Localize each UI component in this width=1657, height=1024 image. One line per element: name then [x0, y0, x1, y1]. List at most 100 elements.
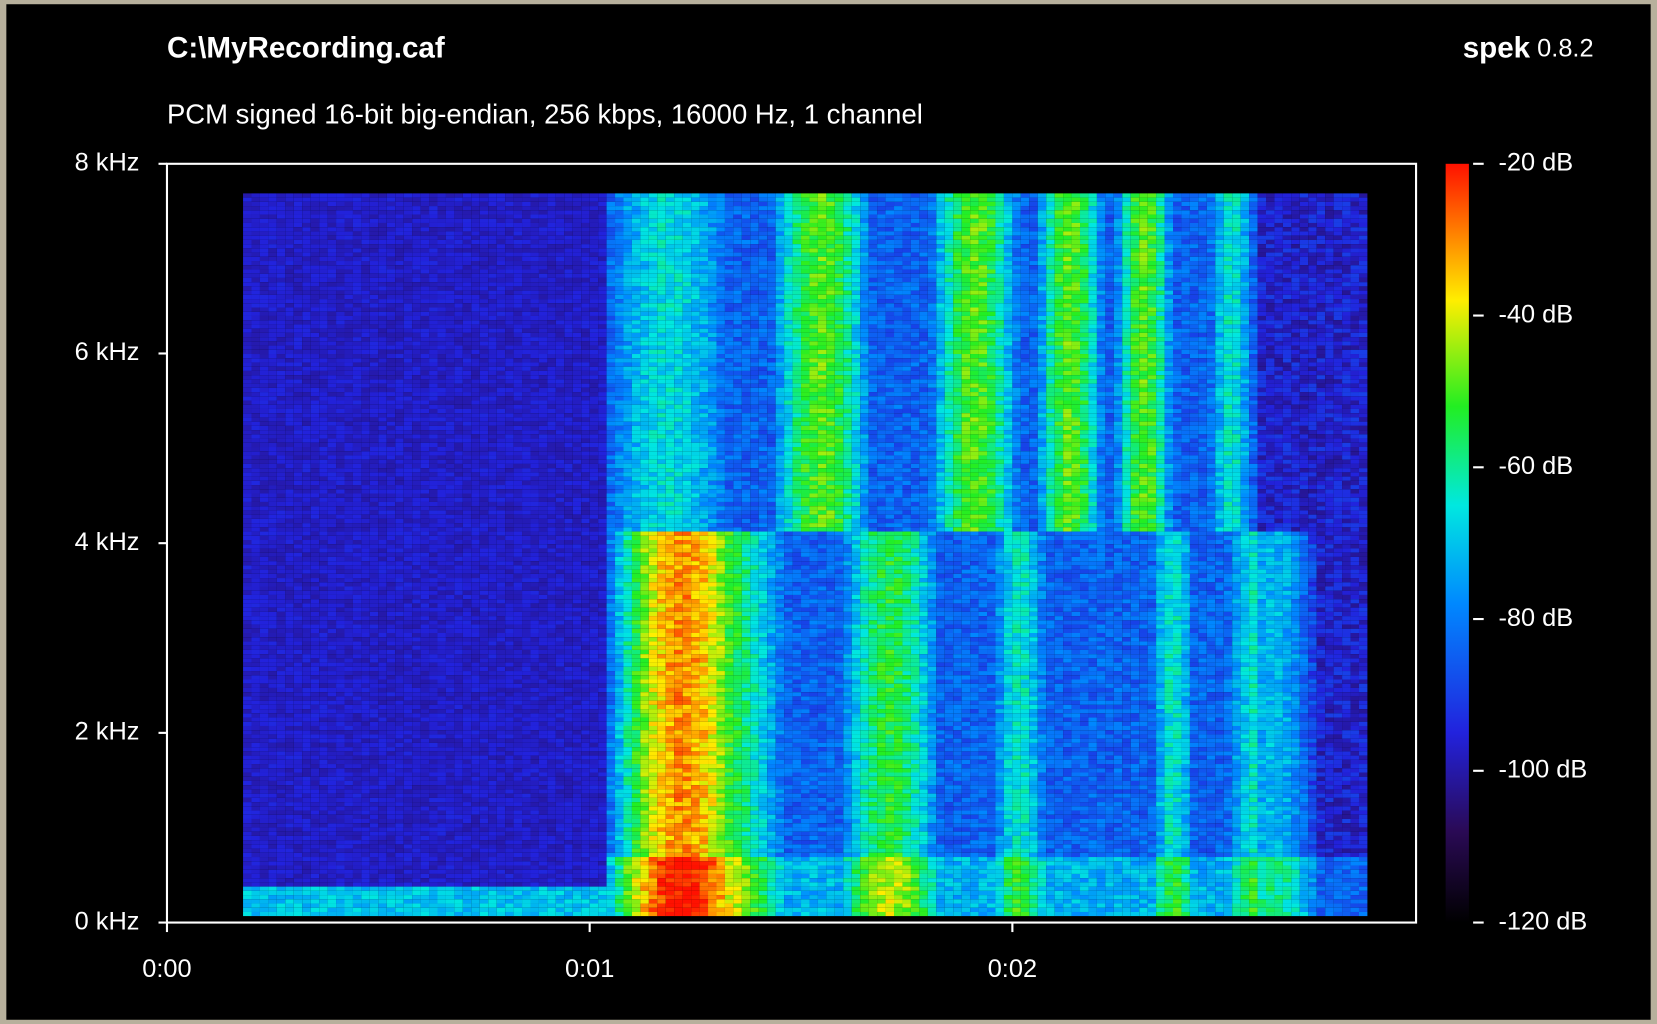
spectrogram-cell: [192, 743, 200, 747]
spectrogram-cell: [201, 832, 209, 836]
spectrogram-cell: [252, 223, 260, 227]
spectrogram-cell: [235, 768, 243, 772]
spectrogram-cell: [175, 595, 183, 599]
spectrogram-cell: [268, 371, 276, 375]
spectrogram-cell: [252, 443, 260, 447]
spectrogram-cell: [235, 253, 243, 257]
spectrogram-cell: [268, 358, 276, 362]
spectrogram-cell: [260, 282, 268, 286]
spectrogram-cell: [209, 274, 217, 278]
spectrogram-cell: [268, 253, 276, 257]
spectrogram-cell: [175, 523, 183, 527]
spectrogram-cell: [192, 455, 200, 459]
spectrogram-cell: [167, 333, 175, 337]
spectrogram-cell: [268, 481, 276, 485]
spectrogram-cell: [192, 329, 200, 333]
spectrogram-cell: [268, 743, 276, 747]
spectrogram-cell: [167, 253, 175, 257]
spectrogram-cell: [235, 443, 243, 447]
spectrogram-cell: [209, 840, 217, 844]
spectrogram-cell: [260, 265, 268, 269]
spectrogram-cell: [268, 853, 276, 857]
spectrogram-cell: [235, 806, 243, 810]
spectrogram-cell: [201, 409, 209, 413]
spectrogram-cell: [226, 379, 234, 383]
spectrogram-cell: [260, 794, 268, 798]
spectrogram-cell: [268, 836, 276, 840]
spectrogram-cell: [192, 172, 200, 176]
spectrogram-cell: [260, 316, 268, 320]
spectrogram-cell: [226, 865, 234, 869]
spectrogram-cell: [192, 768, 200, 772]
spectrogram-cell: [201, 663, 209, 667]
spectrogram-cell: [243, 726, 251, 730]
spectrogram-cell: [235, 553, 243, 557]
spectrogram-cell: [243, 663, 251, 667]
spectrogram-cell: [175, 193, 183, 197]
spectrogram-cell: [167, 206, 175, 210]
spectrogram-cell: [218, 874, 226, 878]
spectrogram-cell: [192, 405, 200, 409]
spectrogram-cell: [260, 874, 268, 878]
spectrogram-cell: [226, 371, 234, 375]
spectrogram-cell: [235, 172, 243, 176]
spectrogram-cell: [167, 189, 175, 193]
spectrogram-cell: [201, 189, 209, 193]
spectrogram-cell: [243, 608, 251, 612]
spectrogram-cell: [201, 481, 209, 485]
spectrogram-cell: [277, 219, 285, 223]
spectrogram-cell: [268, 781, 276, 785]
spectrogram-cell: [192, 916, 200, 920]
spectrogram-cell: [268, 236, 276, 240]
spectrogram-cell: [226, 320, 234, 324]
spectrogram-cell: [252, 561, 260, 565]
spectrogram-cell: [252, 582, 260, 586]
spectrogram-cell: [175, 671, 183, 675]
spectrogram-cell: [201, 751, 209, 755]
spectrogram-cell: [175, 430, 183, 434]
spectrogram-cell: [243, 278, 251, 282]
spectrogram-cell: [235, 341, 243, 345]
spectrogram-cell: [201, 422, 209, 426]
spectrogram-cell: [201, 257, 209, 261]
spectrogram-cell: [218, 608, 226, 612]
spectrogram-cell: [201, 629, 209, 633]
spectrogram-cell: [243, 798, 251, 802]
spectrogram-cell: [201, 308, 209, 312]
spectrogram-cell: [201, 354, 209, 358]
spectrogram-cell: [243, 253, 251, 257]
spectrogram-cell: [201, 527, 209, 531]
spectrogram-cell: [252, 789, 260, 793]
spectrogram-cell: [192, 899, 200, 903]
spectrogram-cell: [175, 248, 183, 252]
spectrogram-cell: [252, 295, 260, 299]
spectrogram-cell: [175, 379, 183, 383]
spectrogram-cell: [235, 789, 243, 793]
spectrogram-cell: [201, 337, 209, 341]
spectrogram-cell: [192, 291, 200, 295]
spectrogram-cell: [209, 823, 217, 827]
spectrogram-cell: [243, 832, 251, 836]
spectrogram-cell: [192, 625, 200, 629]
spectrogram-cell: [192, 223, 200, 227]
spectrogram-cell: [260, 443, 268, 447]
spectrogram-cell: [252, 346, 260, 350]
spectrogram-cell: [260, 895, 268, 899]
spectrogram-cell: [167, 384, 175, 388]
spectrogram-cell: [175, 257, 183, 261]
spectrogram-cell: [268, 417, 276, 421]
spectrogram-cell: [235, 426, 243, 430]
spectrogram-cell: [218, 832, 226, 836]
spectrogram-cell: [175, 472, 183, 476]
spectrogram-cell: [226, 608, 234, 612]
spectrogram-cell: [260, 329, 268, 333]
spectrogram-cell: [226, 899, 234, 903]
spectrogram-cell: [167, 802, 175, 806]
spectrogram-cell: [192, 510, 200, 514]
spectrogram-cell: [209, 904, 217, 908]
spectrogram-cell: [252, 536, 260, 540]
spectrogram-cell: [192, 857, 200, 861]
spectrogram-cell: [235, 240, 243, 244]
spectrogram-cell: [167, 523, 175, 527]
spectrogram-cell: [252, 430, 260, 434]
